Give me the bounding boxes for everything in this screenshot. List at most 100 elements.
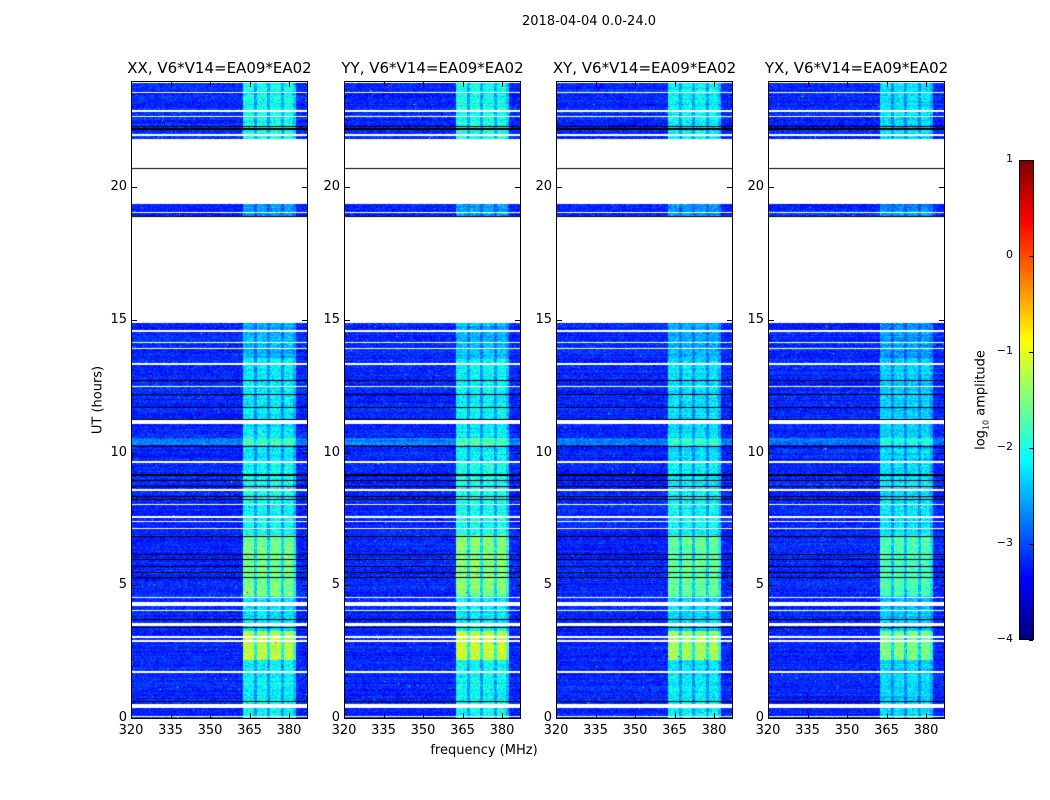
x-tick-label: 380 <box>913 723 939 738</box>
y-tick-mark <box>556 319 562 321</box>
x-tick-label: 335 <box>158 723 183 738</box>
y-tick-mark <box>302 585 308 587</box>
y-tick-mark <box>939 187 945 189</box>
y-tick-label: 10 <box>535 444 552 460</box>
x-tick-mark <box>635 81 637 87</box>
y-tick-label: 0 <box>543 710 552 725</box>
y-tick-mark <box>768 718 774 719</box>
panel-title: YY, V6*V14=EA09*EA02 <box>341 59 524 77</box>
y-tick-label: 10 <box>747 444 764 460</box>
colorbar-tick-label: 1 <box>1006 152 1013 165</box>
colorbar <box>1019 160 1034 640</box>
y-tick-mark <box>302 718 308 719</box>
x-tick-label: 365 <box>237 723 262 738</box>
colorbar-tick <box>1029 544 1033 545</box>
y-tick-mark <box>344 187 350 189</box>
x-tick-label: 320 <box>543 723 569 738</box>
x-tick-mark <box>249 713 251 719</box>
x-tick-label: 365 <box>662 723 687 738</box>
y-tick-mark <box>131 585 137 587</box>
colorbar-tick-label: 0 <box>1006 248 1013 261</box>
x-tick-mark <box>344 81 345 87</box>
y-tick-mark <box>939 452 945 454</box>
colorbar-label-base: 10 <box>981 419 991 431</box>
y-axis-label: UT (hours) <box>90 365 106 435</box>
y-tick-label: 20 <box>535 179 552 195</box>
x-tick-mark <box>502 81 504 87</box>
y-tick-mark <box>131 187 137 189</box>
waterfall-panel <box>131 81 308 719</box>
y-tick-mark <box>556 187 562 189</box>
panel-title: XX, V6*V14=EA09*EA02 <box>127 59 312 77</box>
y-tick-mark <box>727 452 733 454</box>
y-tick-mark <box>939 585 945 587</box>
x-tick-mark <box>289 81 291 87</box>
x-tick-mark <box>249 81 251 87</box>
colorbar-tick <box>1029 160 1033 161</box>
y-tick-mark <box>515 585 521 587</box>
y-tick-mark <box>302 187 308 189</box>
y-tick-mark <box>131 452 137 454</box>
y-tick-label: 0 <box>118 710 127 725</box>
colorbar-tick-label: −1 <box>996 344 1013 357</box>
x-tick-mark <box>674 713 676 719</box>
x-tick-mark <box>847 713 849 719</box>
x-tick-mark <box>131 81 132 87</box>
colorbar-tick <box>1029 448 1033 449</box>
x-tick-mark <box>807 713 809 719</box>
x-tick-mark <box>289 713 291 719</box>
x-tick-mark <box>886 81 888 87</box>
x-tick-mark <box>462 713 464 719</box>
x-tick-label: 320 <box>118 723 144 738</box>
panel-title: XY, V6*V14=EA09*EA02 <box>552 59 737 77</box>
x-tick-mark <box>595 81 597 87</box>
x-tick-label: 380 <box>276 723 302 738</box>
x-tick-mark <box>383 81 385 87</box>
y-tick-mark <box>515 319 521 321</box>
x-tick-mark <box>170 81 172 87</box>
x-tick-mark <box>768 713 769 719</box>
y-tick-mark <box>556 718 562 719</box>
y-tick-label: 20 <box>323 179 340 195</box>
x-tick-mark <box>423 713 425 719</box>
y-tick-mark <box>515 718 521 719</box>
y-tick-mark <box>131 718 137 719</box>
colorbar-tick <box>1029 352 1033 353</box>
x-tick-mark <box>423 81 425 87</box>
x-tick-mark <box>926 81 928 87</box>
x-tick-label: 350 <box>410 723 436 738</box>
y-tick-mark <box>727 585 733 587</box>
colorbar-label-rest: amplitude <box>973 350 989 420</box>
y-tick-label: 20 <box>747 179 764 195</box>
colorbar-tick-label: −3 <box>996 536 1013 549</box>
x-tick-label: 335 <box>795 723 820 738</box>
panel-title: YX, V6*V14=EA09*EA02 <box>764 59 949 77</box>
waterfall-heatmap <box>769 82 944 718</box>
x-tick-mark <box>714 713 716 719</box>
x-tick-mark <box>131 713 132 719</box>
x-tick-label: 350 <box>197 723 223 738</box>
y-tick-mark <box>344 452 350 454</box>
x-tick-label: 335 <box>583 723 608 738</box>
x-axis-label: frequency (MHz) <box>430 743 538 758</box>
colorbar-tick <box>1029 256 1033 257</box>
y-tick-label: 15 <box>535 311 552 327</box>
x-tick-mark <box>595 713 597 719</box>
x-tick-label: 380 <box>701 723 727 738</box>
y-tick-label: 10 <box>110 444 127 460</box>
colorbar-tick <box>1029 640 1033 641</box>
colorbar-tick-label: −4 <box>996 632 1013 645</box>
x-tick-mark <box>556 81 557 87</box>
x-tick-mark <box>556 713 557 719</box>
waterfall-panel <box>768 81 945 719</box>
y-tick-label: 0 <box>331 710 340 725</box>
y-tick-mark <box>939 718 945 719</box>
y-tick-mark <box>556 585 562 587</box>
y-tick-label: 15 <box>323 311 340 327</box>
waterfall-heatmap <box>132 82 307 718</box>
y-tick-mark <box>515 187 521 189</box>
waterfall-heatmap <box>345 82 520 718</box>
y-tick-mark <box>768 585 774 587</box>
y-tick-mark <box>131 319 137 321</box>
x-tick-mark <box>847 81 849 87</box>
